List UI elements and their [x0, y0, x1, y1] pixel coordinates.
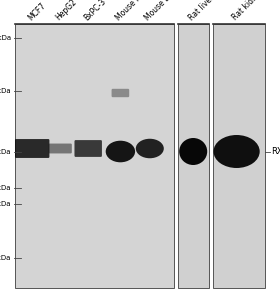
Ellipse shape: [213, 135, 260, 168]
Ellipse shape: [179, 138, 207, 165]
Text: 50kDa: 50kDa: [0, 148, 11, 154]
FancyBboxPatch shape: [15, 139, 49, 158]
FancyBboxPatch shape: [74, 140, 102, 157]
Text: Mouse liver: Mouse liver: [114, 0, 151, 22]
Bar: [178, 24, 209, 288]
Text: 25kDa: 25kDa: [0, 255, 11, 261]
Text: Mouse brain: Mouse brain: [143, 0, 183, 22]
Text: 100kDa: 100kDa: [0, 34, 11, 40]
Bar: [15, 24, 174, 288]
FancyBboxPatch shape: [111, 89, 129, 97]
Ellipse shape: [106, 141, 135, 162]
Text: MCF7: MCF7: [26, 1, 47, 22]
Text: HepG2: HepG2: [54, 0, 78, 22]
Text: BxPC-3: BxPC-3: [82, 0, 108, 22]
Text: Rat kidney: Rat kidney: [230, 0, 266, 22]
Text: 35kDa: 35kDa: [0, 201, 11, 207]
Text: 70kDa: 70kDa: [0, 88, 11, 94]
Text: Rat liver: Rat liver: [187, 0, 216, 22]
FancyBboxPatch shape: [49, 144, 72, 154]
Bar: [213, 24, 265, 288]
Ellipse shape: [136, 139, 164, 158]
Text: 40kDa: 40kDa: [0, 184, 11, 190]
Text: RXRA: RXRA: [272, 147, 280, 156]
